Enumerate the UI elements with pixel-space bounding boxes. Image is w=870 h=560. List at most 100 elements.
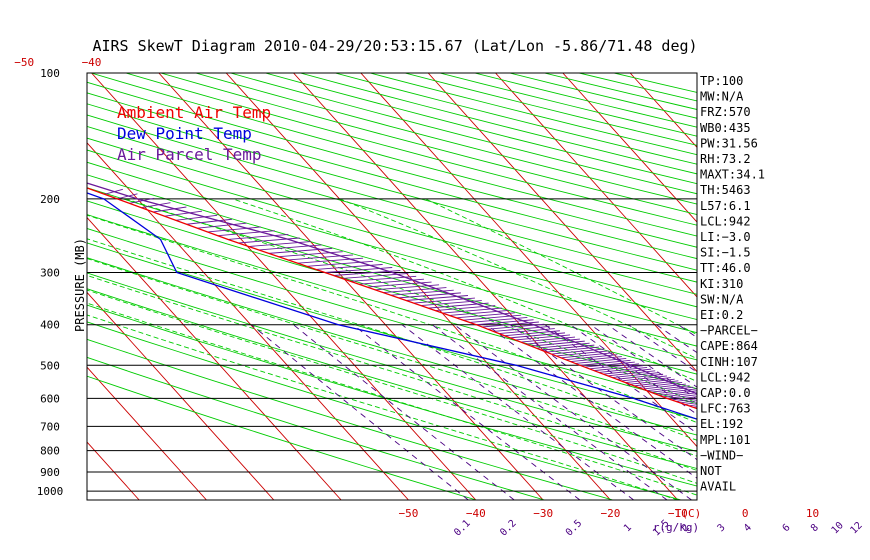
index-label: TP:100 xyxy=(700,74,743,88)
cape-hatch-line xyxy=(258,244,322,251)
index-label: CINH:107 xyxy=(700,355,758,369)
dry-adiabat-line xyxy=(87,114,697,283)
mixing-ratio-line xyxy=(401,324,634,500)
cape-hatch-line xyxy=(629,378,675,385)
bottom-temp-tick-label: −50 xyxy=(399,507,419,520)
cape-hatch-line xyxy=(603,368,652,375)
isotherm-line xyxy=(495,73,697,298)
cape-hatch-line xyxy=(621,375,668,382)
cape-hatch-line xyxy=(153,206,187,213)
dry-adiabat-line xyxy=(87,272,697,452)
moist-adiabat-line xyxy=(425,198,697,336)
cape-hatch-line xyxy=(659,390,697,396)
mixing-ratio-line xyxy=(352,324,581,500)
cape-hatch-line xyxy=(616,373,664,380)
cape-hatch-line xyxy=(217,230,275,237)
cape-hatch-line xyxy=(227,233,289,240)
dry-adiabat-line xyxy=(160,73,697,216)
cape-hatch-line xyxy=(612,372,660,379)
index-label: EI:0.2 xyxy=(700,308,743,322)
cape-hatch-line xyxy=(663,392,697,398)
index-label: TT:46.0 xyxy=(700,261,751,275)
dry-adiabat-line xyxy=(87,257,697,436)
index-label: LCL:942 xyxy=(700,370,751,384)
cape-hatch-line xyxy=(650,386,694,393)
isotherm-line xyxy=(87,291,275,500)
dry-adiabat-line xyxy=(404,73,697,146)
moist-adiabat-line xyxy=(87,238,697,441)
mixing-ratio-line xyxy=(544,324,697,434)
index-label: LCL:942 xyxy=(700,214,751,228)
index-label: CAPE:864 xyxy=(700,339,758,353)
cape-hatch-line xyxy=(268,247,333,254)
bottom-temp-tick-label: 0 xyxy=(742,507,749,520)
cape-hatch-line xyxy=(642,383,686,390)
cape-hatch-line xyxy=(186,218,233,225)
isotherm-line xyxy=(87,142,409,500)
series-line xyxy=(87,182,697,395)
cape-hatch-line xyxy=(638,382,683,388)
pressure-tick-label: 100 xyxy=(40,67,60,80)
bottom-temp-tick-label: −40 xyxy=(466,507,486,520)
legend: Ambient Air Temp Dew Point Temp Air Parcel… xyxy=(117,103,271,164)
cape-hatch-line xyxy=(634,380,679,387)
legend-entry: Dew Point Temp xyxy=(117,124,252,143)
index-label: NOT xyxy=(700,464,722,478)
cape-hatch-line xyxy=(238,237,300,244)
mixing-ratio-line xyxy=(454,324,692,500)
dry-adiabat-line xyxy=(87,288,697,469)
dry-adiabat-line xyxy=(87,81,697,248)
pressure-tick-label: 500 xyxy=(40,359,60,372)
cape-hatch-line xyxy=(164,210,202,217)
dry-adiabat-line xyxy=(87,228,697,405)
mixing-ratio-line xyxy=(251,324,469,500)
mixing-ratio-line xyxy=(590,324,697,400)
series-line xyxy=(87,192,697,420)
cape-hatch-line xyxy=(141,202,171,209)
mixing-ratio-line xyxy=(607,324,697,388)
dry-adiabat-line xyxy=(87,356,545,500)
pressure-tick-label: 700 xyxy=(40,420,60,433)
dry-adiabat-line xyxy=(335,73,697,165)
legend-entry: Air Parcel Temp xyxy=(117,145,262,164)
bottom-temp-tick-label: 10 xyxy=(806,507,819,520)
index-label: FRZ:570 xyxy=(700,105,751,119)
cape-hatch-line xyxy=(207,226,261,233)
isotherm-line xyxy=(360,73,697,448)
mixing-ratio-lines xyxy=(251,324,697,500)
legend-entry: Ambient Air Temp xyxy=(117,103,271,122)
dry-adiabat-line xyxy=(125,73,697,226)
index-label: SI:−1.5 xyxy=(700,246,751,260)
pressure-tick-label: 1000 xyxy=(37,485,64,498)
index-label: SW:N/A xyxy=(700,292,744,306)
cape-hatch-line xyxy=(675,398,697,402)
cape-hatch-line xyxy=(278,251,343,258)
moist-adiabat-line xyxy=(232,198,697,383)
pressure-tick-label: 300 xyxy=(40,267,60,280)
dry-adiabat-line xyxy=(87,375,477,500)
pressure-tick-labels: 100 200 300 400 500 600 700 800 900 1000 xyxy=(37,67,64,498)
dry-adiabat-line xyxy=(87,321,682,500)
dry-adiabat-lines xyxy=(87,73,697,500)
cape-hatch-line xyxy=(671,396,697,401)
bottom-temp-tick-label: −30 xyxy=(533,507,553,520)
dry-adiabat-line xyxy=(87,304,697,487)
cape-hatch-line xyxy=(197,222,247,229)
isotherm-line xyxy=(629,73,697,148)
dry-adiabat-line xyxy=(87,242,697,420)
index-label: L57:6.1 xyxy=(700,199,751,213)
cape-hatch-line xyxy=(175,214,218,221)
cape-hatch-line xyxy=(684,402,697,405)
index-label: −WIND− xyxy=(700,448,743,462)
mixing-ratio-line xyxy=(293,324,515,500)
index-label: MAXT:34.1 xyxy=(700,168,765,182)
index-label: LFC:763 xyxy=(700,402,751,416)
isotherm-line xyxy=(87,366,207,500)
dry-adiabat-line xyxy=(87,125,697,295)
index-label: MPL:101 xyxy=(700,433,751,447)
isotherm-line xyxy=(91,73,477,500)
isotherm-line xyxy=(87,216,342,500)
